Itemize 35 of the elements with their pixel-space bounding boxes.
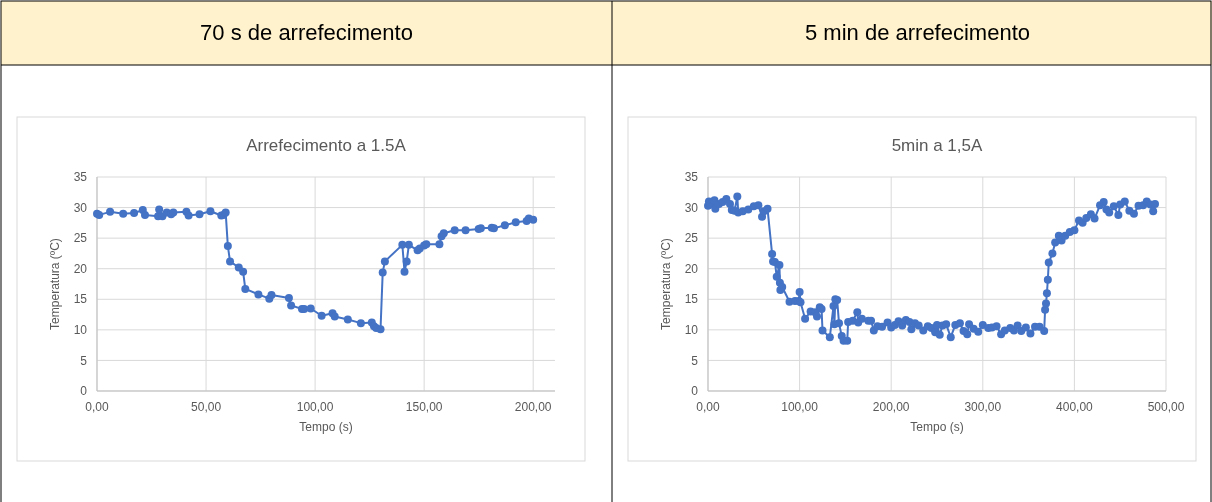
y-tick-label: 0 — [80, 384, 88, 399]
x-tick-label: 400,00 — [1056, 400, 1094, 414]
y-axis-title: Temperatura (ºC) — [48, 238, 62, 330]
x-tick-label: 100,00 — [296, 400, 334, 414]
x-tick-label: 150,00 — [405, 400, 443, 414]
y-tick-label: 15 — [73, 292, 88, 307]
chart-title: Arrefecimento a 1.5A — [246, 136, 407, 155]
x-tick-label: 0,00 — [696, 400, 720, 414]
y-axis-title: Temperatura (ºC) — [659, 238, 673, 330]
x-tick-label: 100,00 — [781, 400, 819, 414]
y-tick-label: 10 — [73, 323, 88, 338]
x-tick-label: 50,00 — [191, 400, 222, 414]
x-tick-label: 500,00 — [1147, 400, 1185, 414]
y-tick-label: 35 — [73, 170, 88, 185]
y-tick-label: 5 — [80, 353, 88, 368]
y-tick-label: 25 — [73, 231, 88, 246]
y-tick-label: 15 — [684, 292, 699, 307]
x-tick-label: 300,00 — [964, 400, 1002, 414]
x-tick-label: 0,00 — [85, 400, 109, 414]
y-tick-label: 30 — [73, 200, 88, 215]
y-tick-label: 20 — [684, 261, 699, 276]
chart-title: 5min a 1,5A — [891, 136, 984, 155]
y-tick-label: 20 — [73, 261, 88, 276]
x-tick-label: 200,00 — [872, 400, 910, 414]
text: 70 s de arrefecimento — [200, 20, 413, 45]
y-tick-label: 10 — [684, 323, 699, 338]
y-tick-label: 25 — [684, 231, 699, 246]
x-tick-label: 200,00 — [514, 400, 552, 414]
y-tick-label: 35 — [684, 170, 699, 185]
y-tick-label: 0 — [691, 384, 699, 399]
text: 5 min de arrefecimento — [805, 20, 1030, 45]
y-tick-label: 5 — [691, 353, 699, 368]
x-axis-title: Tempo (s) — [910, 420, 964, 434]
y-tick-label: 30 — [684, 200, 699, 215]
x-axis-title: Tempo (s) — [299, 420, 353, 434]
